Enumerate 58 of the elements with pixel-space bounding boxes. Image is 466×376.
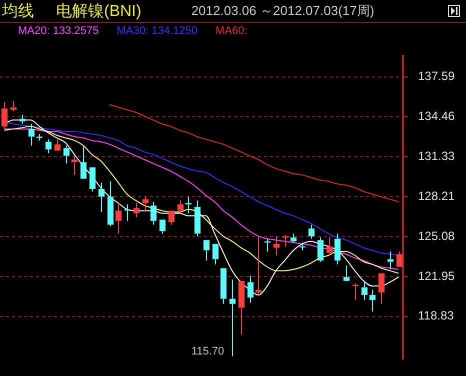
candlestick bbox=[28, 123, 34, 146]
candlestick bbox=[212, 244, 218, 265]
candlestick bbox=[64, 145, 70, 164]
chart-subtitle: 电解镍(BNI) bbox=[56, 2, 142, 22]
candlestick bbox=[98, 182, 104, 212]
candlestick bbox=[220, 268, 226, 304]
candlestick bbox=[204, 240, 210, 261]
candlestick bbox=[274, 236, 280, 256]
annotation: 115.70 bbox=[191, 345, 224, 358]
candlestick bbox=[36, 134, 42, 141]
text: MA30: 134.1250 bbox=[116, 25, 198, 37]
candlestick bbox=[282, 234, 288, 247]
candlestick bbox=[396, 251, 402, 267]
candlestick bbox=[290, 233, 296, 244]
candlestick bbox=[194, 200, 200, 237]
candlestick bbox=[300, 242, 306, 251]
text: MA20: 133.2575 bbox=[18, 25, 99, 37]
candlestick bbox=[334, 233, 340, 265]
candlestick bbox=[248, 275, 254, 304]
candlestick bbox=[238, 280, 244, 336]
candlestick bbox=[134, 202, 140, 218]
text: MA60: bbox=[215, 25, 248, 37]
candlestick bbox=[178, 200, 184, 214]
candlestick bbox=[370, 289, 376, 312]
candlestick bbox=[80, 146, 86, 179]
candlestick bbox=[72, 155, 78, 176]
y-tick-label: 137.59 bbox=[418, 69, 456, 84]
candlestick bbox=[256, 236, 262, 296]
text: 2012.03.06 ～2012.07.03(17周) bbox=[191, 2, 374, 20]
y-tick-label: 134.46 bbox=[418, 109, 456, 124]
candlestick bbox=[230, 279, 236, 357]
candlestick bbox=[150, 201, 156, 226]
candlestick bbox=[352, 282, 358, 301]
y-tick-label: 121.95 bbox=[418, 268, 456, 283]
candlestick bbox=[388, 251, 394, 270]
candlestick bbox=[46, 138, 52, 154]
candlestick bbox=[10, 100, 16, 112]
candlestick bbox=[308, 224, 314, 240]
candlestick bbox=[362, 280, 368, 301]
candlestick bbox=[160, 220, 166, 234]
candlestick bbox=[326, 237, 332, 256]
y-tick-label: 125.08 bbox=[418, 228, 456, 243]
y-tick-label: 131.33 bbox=[418, 148, 456, 163]
candlestick bbox=[318, 237, 324, 262]
candlestick bbox=[20, 114, 26, 124]
candlestick bbox=[2, 102, 8, 130]
line-series bbox=[109, 104, 400, 202]
candlestick bbox=[142, 196, 148, 212]
y-tick-label: 118.83 bbox=[418, 308, 454, 323]
candlestick bbox=[108, 180, 114, 227]
candlestick bbox=[168, 210, 174, 226]
chart-title: 均线 bbox=[2, 2, 34, 22]
candlestick bbox=[54, 138, 60, 151]
candlestick bbox=[90, 167, 96, 192]
candlestick bbox=[186, 196, 192, 214]
candlestick bbox=[116, 202, 122, 234]
y-tick-label: 128.21 bbox=[418, 188, 456, 203]
candlestick bbox=[344, 265, 350, 281]
